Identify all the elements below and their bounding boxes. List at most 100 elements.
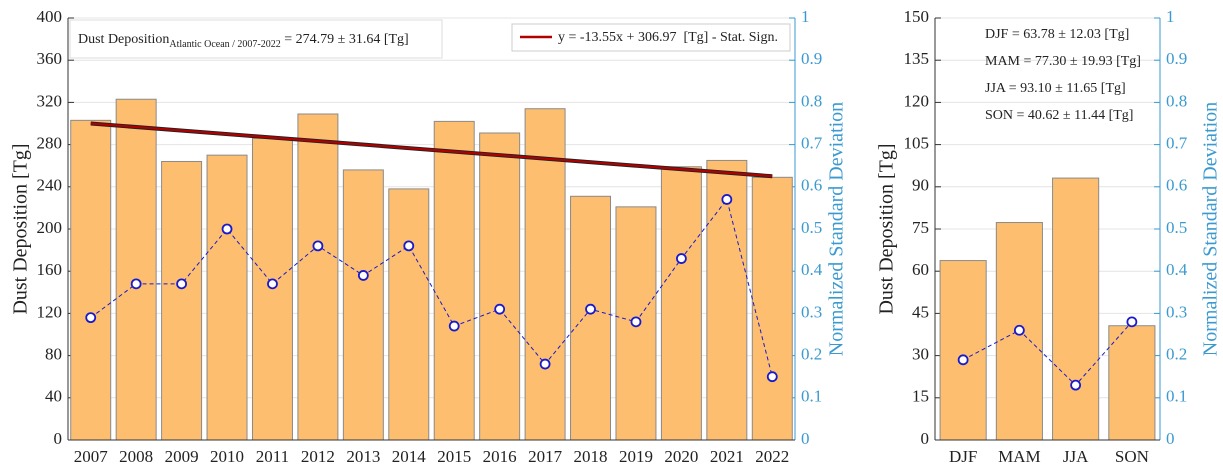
annotation: Dust DepositionAtlantic Ocean / 2007-202… <box>78 32 409 50</box>
bar <box>297 113 339 441</box>
y2-tick-label: 0.2 <box>801 345 822 364</box>
x-tick-label: 2019 <box>619 447 653 465</box>
annotation-main: Dust Deposition <box>78 32 169 47</box>
y-tick-label: 160 <box>37 260 63 279</box>
nsd-marker <box>494 303 506 315</box>
bar <box>660 166 702 441</box>
nsd-marker <box>1013 324 1025 336</box>
nsd-marker <box>676 253 687 264</box>
y2-axis-label: Normalized Standard Deviation <box>826 102 848 356</box>
legend-box <box>511 23 791 52</box>
y2-tick-label: 0.4 <box>1166 260 1188 279</box>
x-tick-label: JJA <box>1063 447 1089 465</box>
y-tick-label: 105 <box>904 134 930 153</box>
y2-tick-label: 0 <box>801 429 810 448</box>
annotation-subscript: Atlantic Ocean / 2007-2022 <box>169 39 280 50</box>
nsd-marker <box>176 278 187 290</box>
y-tick-label: 15 <box>912 387 929 406</box>
x-tick-label: 2017 <box>528 447 563 465</box>
nsd-marker <box>766 371 778 383</box>
y2-tick-label: 0.1 <box>1166 387 1187 406</box>
nsd-marker <box>1126 316 1138 328</box>
y2-tick-label: 0.5 <box>1166 218 1187 237</box>
nsd-marker <box>721 194 733 205</box>
nsd-marker <box>1070 379 1082 391</box>
y2-tick-label: 0.9 <box>1166 49 1187 68</box>
y2-tick-label: 0 <box>1166 429 1175 448</box>
bar <box>70 119 112 441</box>
nsd-marker <box>585 303 596 315</box>
nsd-marker <box>957 354 969 366</box>
y-tick-label: 90 <box>912 176 929 195</box>
x-tick-label: 2020 <box>664 447 698 465</box>
annotation-suffix: = 274.79 ± 31.64 [Tg] <box>281 32 409 47</box>
y-tick-label: 120 <box>37 302 63 321</box>
nsd-marker <box>130 278 142 290</box>
nsd-line <box>90 198 773 377</box>
y-tick-label: 30 <box>912 345 929 364</box>
y2-tick-label: 0.3 <box>1166 302 1187 321</box>
x-tick-label: 2014 <box>392 447 427 465</box>
annotation: DJF = 63.78 ± 12.03 [Tg] <box>985 27 1129 42</box>
y2-tick-label: 0.6 <box>801 176 822 195</box>
y-tick-label: 200 <box>37 218 63 237</box>
bar <box>433 120 475 441</box>
trend-line <box>90 122 773 178</box>
annotation-box <box>69 19 443 59</box>
y2-tick-label: 1 <box>1166 7 1175 26</box>
x-tick-label: 2007 <box>74 447 109 465</box>
y2-tick-label: 0.9 <box>801 49 822 68</box>
y2-tick-label: 0.3 <box>801 302 822 321</box>
bar <box>939 260 987 441</box>
y2-axis-label: Normalized Standard Deviation <box>1200 102 1222 356</box>
y2-tick-label: 0.2 <box>1166 345 1187 364</box>
x-tick-label: 2009 <box>165 447 199 465</box>
y-tick-label: 280 <box>37 134 63 153</box>
bar <box>570 195 612 441</box>
nsd-line <box>962 321 1133 386</box>
x-tick-label: 2016 <box>483 447 517 465</box>
bar <box>1052 177 1100 441</box>
y-tick-label: 0 <box>921 429 930 448</box>
x-tick-label: 2013 <box>346 447 380 465</box>
bar <box>524 108 566 441</box>
x-tick-label: 2012 <box>301 447 335 465</box>
y2-tick-label: 0.8 <box>1166 91 1187 110</box>
y-tick-label: 400 <box>37 7 63 26</box>
nsd-marker <box>85 312 97 324</box>
bar <box>206 154 248 441</box>
y2-tick-label: 0.4 <box>801 260 823 279</box>
bar <box>388 188 430 441</box>
annotation: SON = 40.62 ± 11.44 [Tg] <box>985 108 1133 123</box>
x-tick-label: 2021 <box>710 447 744 465</box>
bar <box>161 160 203 441</box>
nsd-marker <box>403 240 415 252</box>
y-tick-label: 240 <box>37 176 63 195</box>
x-tick-label: 2011 <box>256 447 289 465</box>
y-axis-label: Dust Deposition [Tg] <box>876 143 898 314</box>
y-tick-label: 40 <box>45 387 62 406</box>
y-tick-label: 60 <box>912 260 929 279</box>
nsd-marker <box>312 240 324 252</box>
y-axis-label: Dust Deposition [Tg] <box>10 143 32 314</box>
y-tick-label: 0 <box>54 429 63 448</box>
x-tick-label: 2015 <box>437 447 471 465</box>
bar <box>342 169 384 441</box>
nsd-marker <box>539 358 551 370</box>
x-tick-label: DJF <box>949 447 977 465</box>
bar <box>1108 325 1156 441</box>
nsd-marker <box>267 278 278 290</box>
x-tick-label: 2018 <box>574 447 608 465</box>
y-tick-label: 150 <box>904 7 930 26</box>
annotation: JJA = 93.10 ± 11.65 [Tg] <box>985 81 1126 96</box>
annotation: MAM = 77.30 ± 19.93 [Tg] <box>985 54 1141 69</box>
y-tick-label: 45 <box>912 302 929 321</box>
y2-tick-label: 0.6 <box>1166 176 1187 195</box>
x-tick-label: MAM <box>998 447 1041 465</box>
y-tick-label: 120 <box>904 91 930 110</box>
x-tick-label: SON <box>1115 447 1149 465</box>
y2-tick-label: 0.7 <box>801 134 823 153</box>
x-tick-label: 2008 <box>119 447 153 465</box>
y2-tick-label: 0.8 <box>801 91 822 110</box>
